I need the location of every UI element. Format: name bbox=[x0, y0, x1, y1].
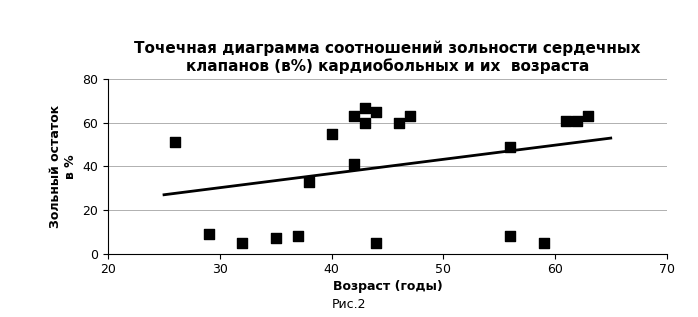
Point bbox=[359, 105, 371, 110]
Point bbox=[348, 114, 359, 119]
Point bbox=[348, 162, 359, 167]
Point bbox=[505, 144, 516, 149]
Text: Рис.2: Рис.2 bbox=[332, 298, 366, 311]
X-axis label: Возраст (годы): Возраст (годы) bbox=[332, 281, 443, 294]
Point bbox=[203, 231, 214, 236]
Point bbox=[371, 240, 382, 245]
Point bbox=[404, 114, 415, 119]
Point bbox=[393, 120, 404, 126]
Point bbox=[505, 234, 516, 239]
Point bbox=[538, 240, 549, 245]
Point bbox=[359, 120, 371, 126]
Point bbox=[583, 114, 594, 119]
Point bbox=[292, 234, 304, 239]
Point bbox=[371, 109, 382, 114]
Point bbox=[560, 118, 572, 123]
Title: Точечная диаграмма соотношений зольности сердечных
клапанов (в%) кардиобольных и: Точечная диаграмма соотношений зольности… bbox=[134, 40, 641, 74]
Y-axis label: Зольный остаток
в %: Зольный остаток в % bbox=[49, 105, 77, 228]
Point bbox=[170, 140, 181, 145]
Point bbox=[270, 236, 281, 241]
Point bbox=[304, 179, 315, 184]
Point bbox=[326, 131, 337, 136]
Point bbox=[237, 240, 248, 245]
Point bbox=[572, 118, 583, 123]
